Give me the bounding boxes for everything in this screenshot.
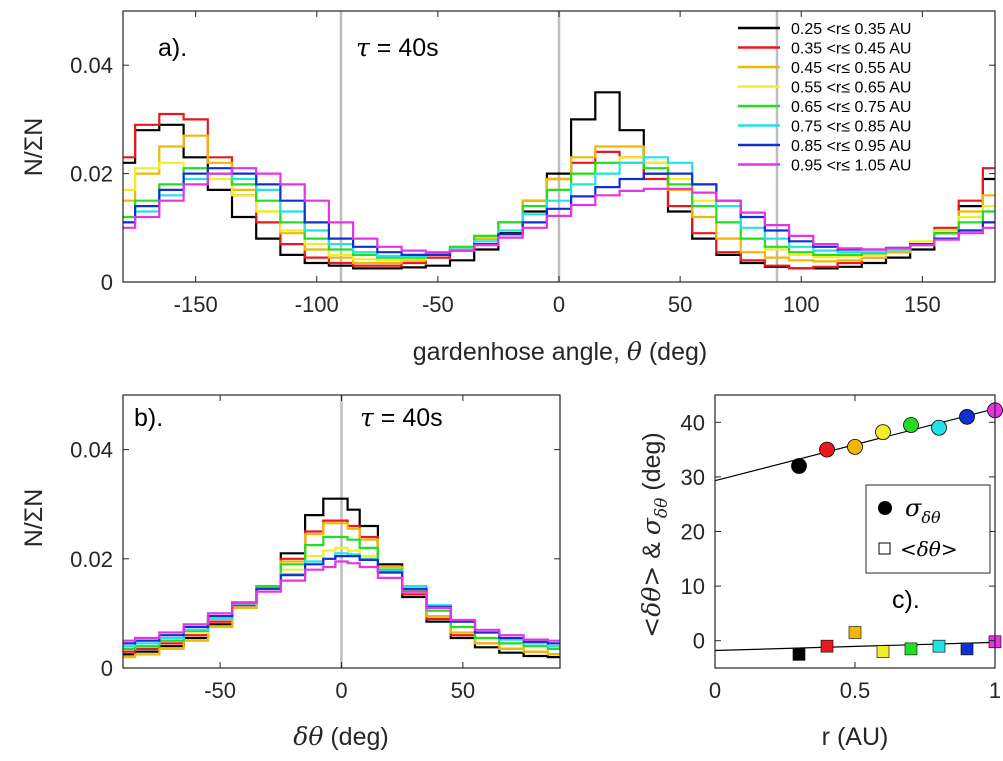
legend-entry-6: 0.85 <r≤ 0.95 AU: [791, 138, 911, 155]
a-ticks: -150 -100 -50 0 50 100 150 0 0.02 0.04: [70, 11, 995, 317]
c-mean-point-2: [848, 626, 862, 639]
panel-b: -50 0 50 0 0.02 0.04 b). τ = 40s δθ (deg) N/Σ…: [20, 394, 561, 751]
c-sigma-point-5: [931, 419, 947, 436]
c-ytick-label: 30: [681, 465, 705, 490]
a-xtick-label: -150: [174, 292, 218, 317]
b-xtick-label: 50: [451, 678, 475, 703]
b-y-axis-label: N/ΣN: [20, 489, 48, 548]
a-xtick-label: -100: [295, 292, 339, 317]
c-legend-mean-marker: [878, 542, 891, 555]
b-ytick-label: 0.02: [70, 547, 113, 572]
b-series-0: [123, 497, 560, 659]
c-mean-point-6: [960, 642, 974, 656]
b-xtick-label: 0: [335, 678, 347, 703]
c-xtick-label: 0.5: [840, 678, 871, 703]
a-series-0: [123, 91, 995, 270]
a-series-7: [123, 167, 995, 254]
b-series-4: [123, 535, 560, 650]
c-ytick-label: 20: [681, 520, 705, 545]
legend-entry-3: 0.55 <r≤ 0.65 AU: [791, 80, 911, 97]
legend-entry-2: 0.45 <r≤ 0.55 AU: [791, 60, 911, 77]
c-xtick-label: 0: [709, 678, 721, 703]
a-xtick-label: 100: [783, 292, 820, 317]
c-sigma-point-6: [959, 408, 975, 425]
a-panel-label: a).: [158, 34, 187, 62]
b-series-2: [123, 522, 560, 659]
b-x-axis-label: δθ (deg): [293, 722, 388, 751]
c-sigma-point-0: [791, 458, 807, 474]
c-y-axis-label: <δθ> & σδθ (deg): [637, 432, 672, 637]
a-series-group: [123, 91, 995, 270]
b-ticks: -50 0 50 0 0.02 0.04: [70, 395, 560, 703]
c-x-axis-label: r (AU): [822, 723, 889, 751]
a-series-4: [123, 161, 995, 259]
b-annotation: τ = 40s: [360, 403, 443, 432]
c-legend-mean-label: <δθ>: [900, 537, 958, 561]
c-sigma-point-2: [847, 438, 863, 455]
c-legend: σδθ <δθ>: [865, 484, 991, 574]
a-ytick-label: 0.04: [70, 53, 113, 78]
c-xtick-label: 1: [989, 678, 1001, 703]
b-ytick-label: 0: [101, 656, 113, 681]
c-ytick-label: 40: [681, 410, 705, 435]
b-series-7: [123, 560, 560, 642]
c-legend-box: [865, 484, 991, 574]
b-panel-label: b).: [134, 404, 163, 432]
b-xtick-label: -50: [204, 678, 236, 703]
a-annotation: τ = 40s: [356, 33, 439, 62]
c-sigma-point-3: [875, 424, 891, 441]
b-series-group: [123, 497, 560, 659]
c-ytick-label: 0: [693, 629, 705, 654]
b-series-6: [123, 555, 560, 645]
a-reference-lines: [339, 11, 779, 282]
c-mean-point-3: [876, 645, 890, 658]
c-legend-sigma-marker: [878, 501, 892, 515]
legend-entry-4: 0.65 <r≤ 0.75 AU: [791, 99, 911, 116]
legend-entry-7: 0.95 <r≤ 1.05 AU: [791, 158, 911, 175]
a-ytick-label: 0: [101, 270, 113, 295]
a-y-axis-label: N/ΣN: [20, 118, 48, 177]
legend-entry-1: 0.35 <r≤ 0.45 AU: [791, 41, 911, 58]
a-xtick-label: 50: [668, 292, 692, 317]
legend-entry-5: 0.75 <r≤ 0.85 AU: [791, 119, 911, 136]
a-xtick-label: 0: [553, 292, 565, 317]
panel-a: -150 -100 -50 0 50 100 150 0 0.02 0.04 a). τ = 40…: [20, 10, 996, 366]
c-sigma-point-4: [903, 417, 919, 433]
a-legend: 0.25 <r≤ 0.35 AU 0.35 <r≤ 0.45 AU 0.45 <r≤…: [738, 21, 911, 175]
a-xtick-label: -50: [422, 292, 454, 317]
b-ytick-label: 0.04: [70, 438, 113, 463]
c-mean-point-4: [904, 642, 918, 656]
legend-entry-0: 0.25 <r≤ 0.35 AU: [791, 21, 911, 38]
c-mean-point-1: [820, 639, 834, 653]
a-series-5: [123, 156, 995, 258]
c-mean-point-5: [932, 639, 946, 653]
c-ytick-label: 10: [681, 574, 705, 599]
c-points-group: [791, 402, 1003, 661]
c-mean-point-0: [792, 648, 806, 661]
c-mean-fit-line: [714, 641, 996, 652]
c-sigma-point-1: [819, 441, 835, 458]
c-panel-label: c).: [892, 586, 920, 614]
a-ytick-label: 0.02: [70, 162, 113, 187]
a-x-axis-label: gardenhose angle, θ (deg): [413, 337, 707, 366]
c-legend-sigma-label: σδθ: [905, 494, 941, 527]
a-xtick-label: 150: [904, 292, 941, 317]
